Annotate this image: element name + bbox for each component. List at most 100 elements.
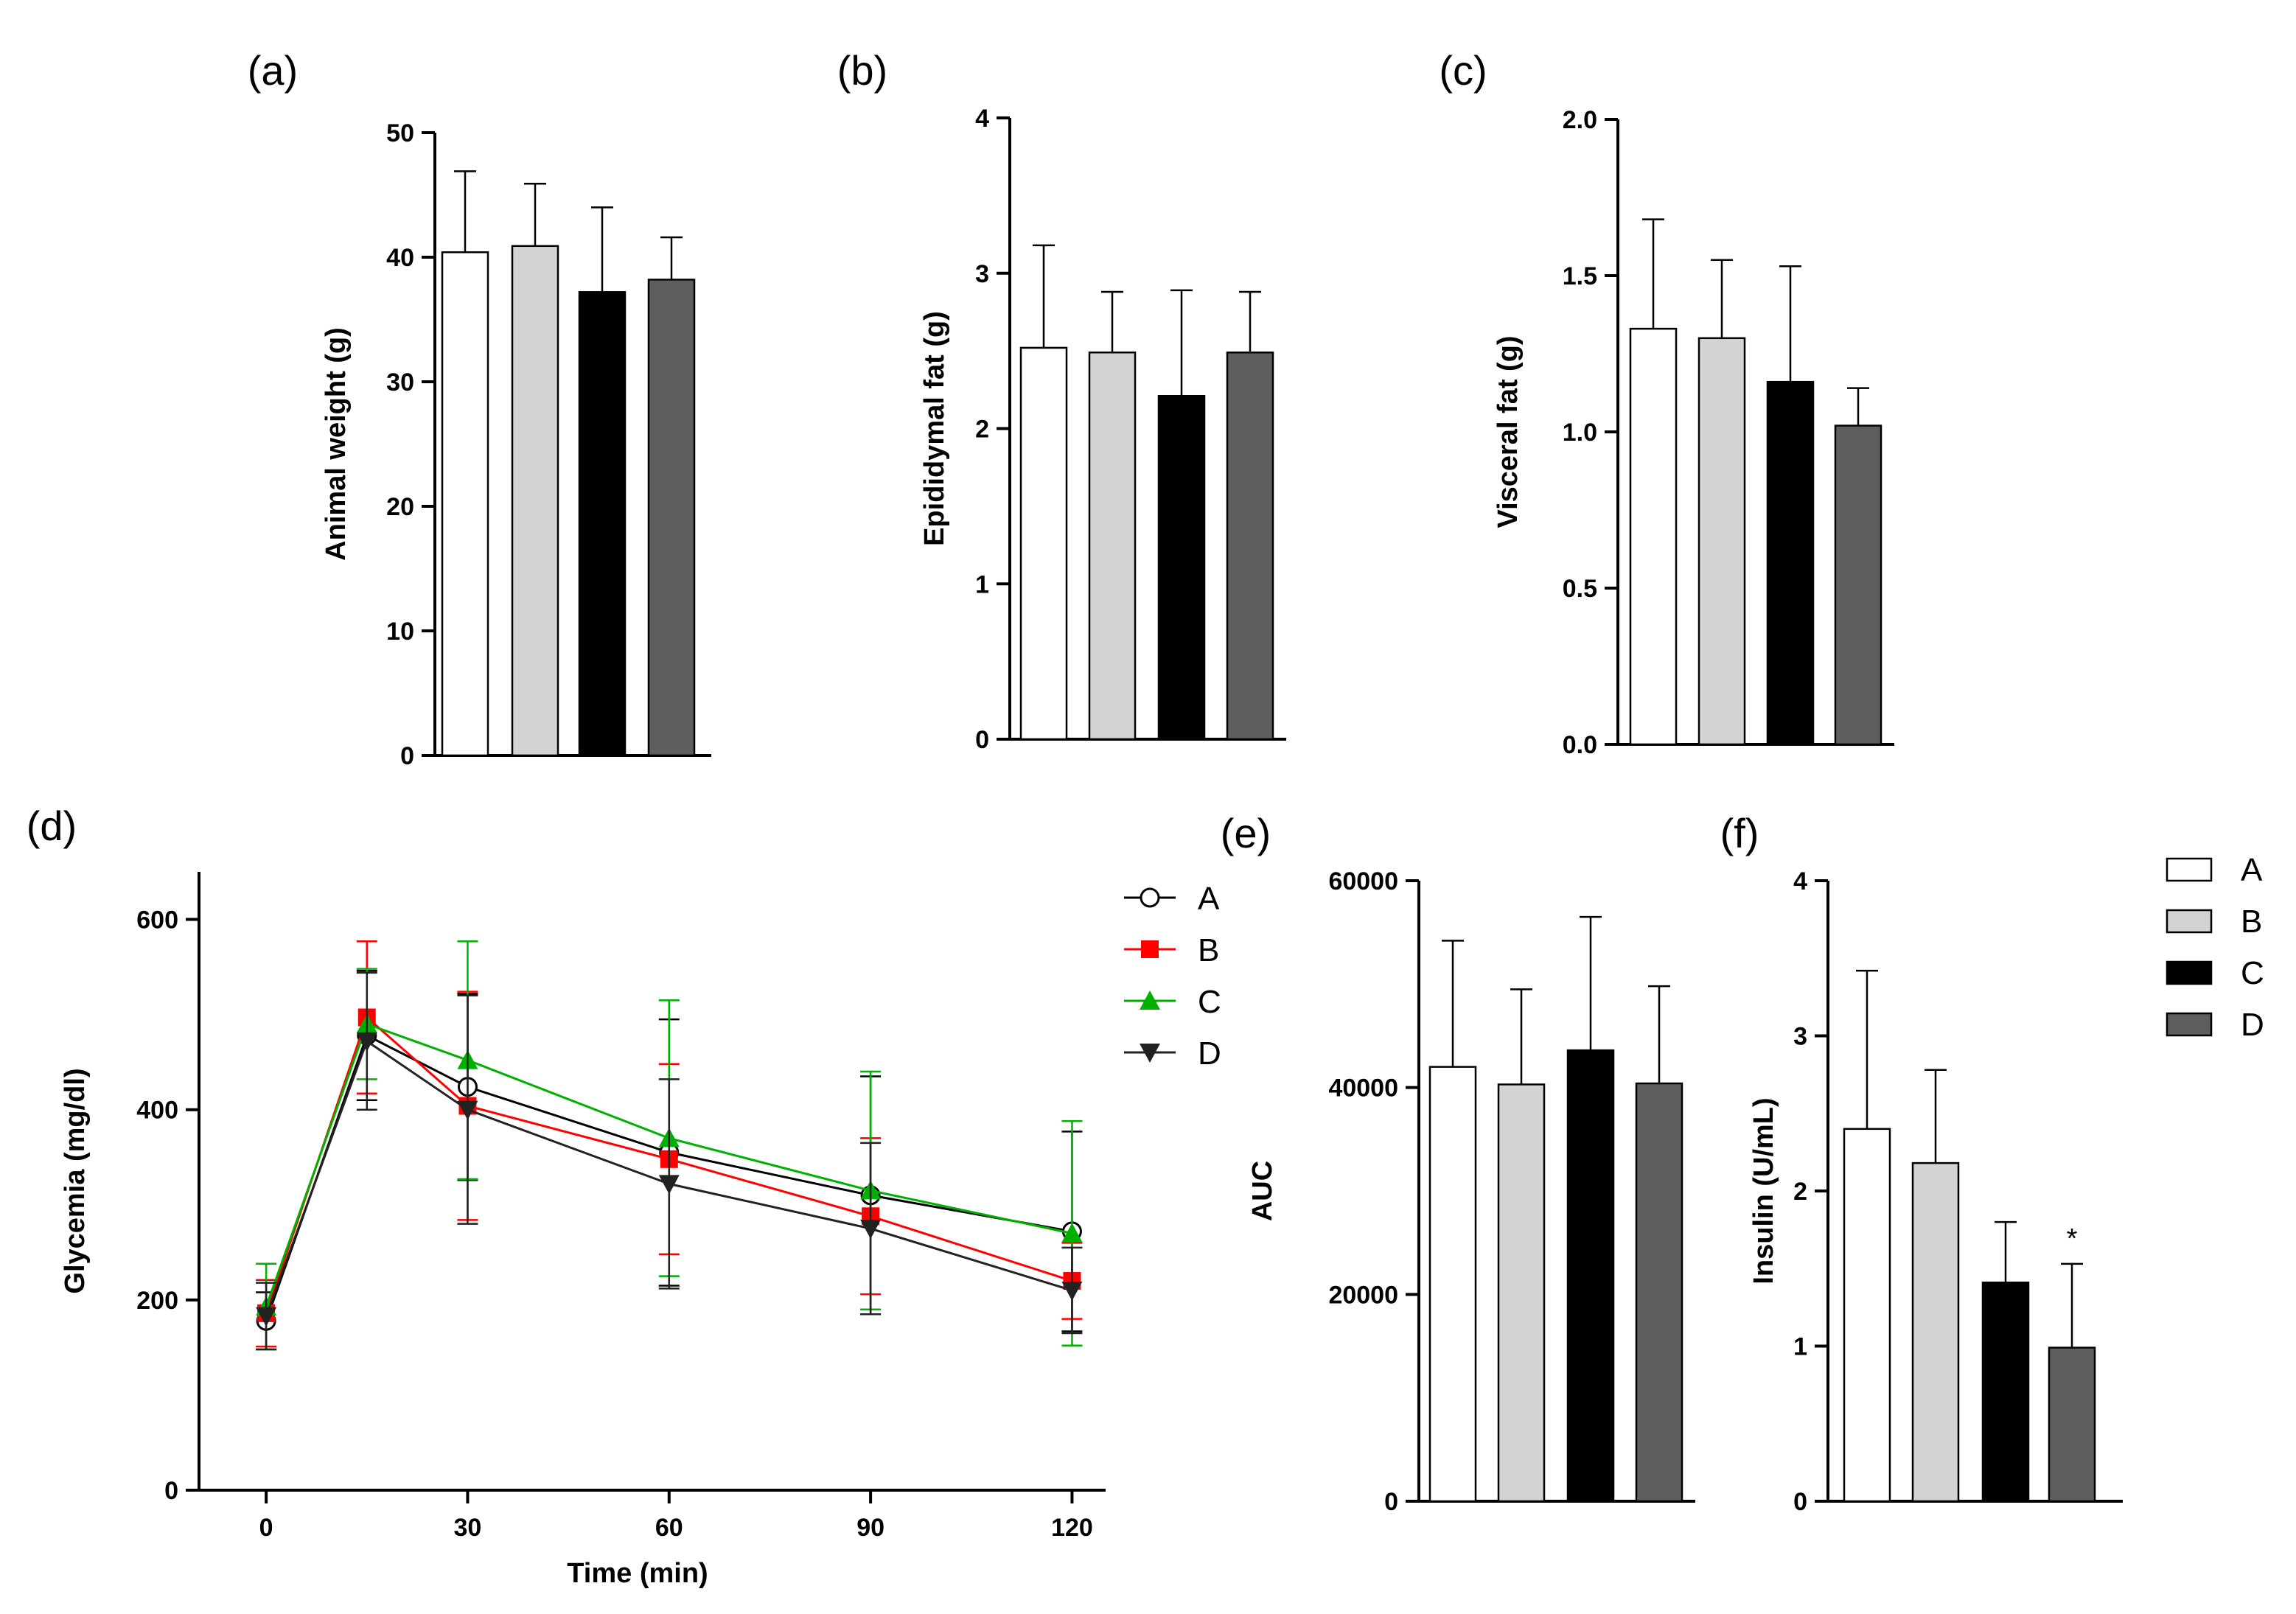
y-tick-label: 0 — [1384, 1488, 1398, 1516]
y-tick-label: 0.0 — [1563, 731, 1597, 759]
y-tick-label: 20 — [386, 493, 414, 521]
y-tick-label: 0 — [400, 742, 414, 770]
series-line — [265, 1033, 1072, 1321]
bar-C — [1157, 394, 1206, 741]
legend-label-C: C — [1198, 984, 1221, 1020]
series-line — [265, 1015, 1072, 1314]
marker-circle — [1140, 887, 1160, 908]
legend-label-C: C — [2241, 955, 2264, 991]
marker-triangle-down — [256, 1307, 277, 1327]
bar-A — [1843, 1128, 1891, 1503]
panel-e: (e) 0 20000 40000 60000 AUC — [1221, 810, 1695, 1516]
y-axis-title: Epididymal fat (g) — [919, 311, 950, 546]
marker-triangle-down — [658, 1175, 680, 1195]
bar-C — [1981, 1281, 2030, 1503]
bar-B — [1088, 351, 1137, 741]
panel-label: (f) — [1720, 810, 1759, 856]
y-tick-label: 1 — [975, 570, 989, 598]
panel-a: (a) 0 10 20 30 40 50 Animal weight (g) — [248, 47, 711, 770]
bar-B — [1497, 1083, 1546, 1503]
legend-label-D: D — [2241, 1007, 2264, 1043]
panel-label: (c) — [1439, 47, 1487, 94]
bar-B — [511, 245, 559, 757]
bar-B — [1911, 1161, 1960, 1503]
y-tick-label: 40000 — [1328, 1075, 1398, 1103]
bar-D — [2048, 1346, 2096, 1503]
y-tick-label: 600 — [136, 906, 178, 934]
y-axis-title: Visceral fat (g) — [1493, 335, 1524, 528]
legend-label-D: D — [1198, 1035, 1221, 1072]
marker-triangle-down — [1061, 1281, 1083, 1301]
panel-label: (d) — [27, 803, 77, 849]
bar-A — [1629, 327, 1678, 746]
y-axis-title: Glycemia (mg/dl) — [60, 1068, 91, 1293]
y-axis-title: AUC — [1247, 1161, 1278, 1221]
bar-A — [441, 251, 489, 757]
legend-swatch-B — [2166, 909, 2213, 934]
panel-label: (e) — [1221, 810, 1271, 856]
legend-label-B: B — [2241, 904, 2262, 940]
y-tick-label: 50 — [386, 119, 414, 147]
y-tick-label: 2.0 — [1563, 106, 1597, 134]
x-tick-label: 30 — [454, 1514, 482, 1542]
y-tick-label: 10 — [386, 618, 414, 646]
bar-A — [1428, 1066, 1477, 1503]
series-D: D — [256, 971, 1221, 1351]
legend-label-A: A — [2241, 852, 2263, 888]
panel-d: (d) 0 200 400 600 0 30 60 90 120 Glycemia (mg/dl) T… — [27, 803, 1221, 1589]
y-tick-label: 20000 — [1328, 1281, 1398, 1309]
y-tick-label: 0.5 — [1563, 575, 1597, 603]
marker-square — [1141, 940, 1159, 958]
bar-D — [1635, 1082, 1683, 1503]
y-tick-label: 2 — [1793, 1178, 1807, 1206]
x-tick-label: 120 — [1051, 1514, 1093, 1542]
bar-B — [1697, 337, 1746, 746]
panel-b: (b) 0 1 2 3 4 Epididymal fat (g) — [837, 47, 1286, 754]
y-tick-label: 0 — [164, 1477, 178, 1505]
legend-label-A: A — [1198, 881, 1220, 917]
bar-A — [1019, 346, 1068, 741]
y-tick-label: 30 — [386, 368, 414, 396]
y-tick-label: 4 — [1793, 867, 1807, 895]
bar-C — [578, 291, 627, 757]
marker-triangle-up — [1140, 991, 1160, 1010]
bar-D — [1834, 425, 1882, 746]
y-axis-title: Animal weight (g) — [321, 327, 352, 561]
bar-D — [1226, 351, 1274, 741]
series-line — [265, 1039, 1072, 1317]
y-axis-title: Insulin (U/mL) — [1748, 1097, 1779, 1284]
marker-triangle-down — [356, 1032, 377, 1052]
marker-triangle-up — [1061, 1223, 1083, 1243]
y-tick-label: 1 — [1793, 1333, 1807, 1361]
y-tick-label: 3 — [975, 260, 989, 288]
panel-c: (c) 0.0 0.5 1.0 1.5 2.0 Visceral fat (g) — [1439, 47, 1894, 759]
bar-C — [1766, 380, 1815, 746]
marker-triangle-down — [1140, 1044, 1160, 1063]
y-tick-label: 1.5 — [1563, 262, 1597, 290]
legend-label-B: B — [1198, 932, 1219, 968]
y-tick-label: 200 — [136, 1287, 178, 1315]
y-tick-label: 40 — [386, 244, 414, 272]
y-tick-label: 60000 — [1328, 867, 1398, 895]
legend-swatch-D — [2166, 1012, 2213, 1037]
y-tick-label: 400 — [136, 1097, 178, 1125]
y-tick-label: 3 — [1793, 1023, 1807, 1051]
panel-label: (b) — [837, 47, 887, 94]
panel-label: (a) — [248, 47, 298, 94]
y-tick-label: 4 — [975, 105, 989, 133]
y-tick-label: 1.0 — [1563, 419, 1597, 447]
marker-triangle-down — [860, 1220, 882, 1240]
y-tick-label: 0 — [1793, 1488, 1807, 1516]
y-tick-label: 2 — [975, 416, 989, 444]
bar-C — [1566, 1049, 1615, 1503]
legend-swatch-A — [2166, 857, 2213, 882]
significance-marker: * — [2067, 1223, 2078, 1254]
bar-D — [647, 279, 696, 757]
x-axis-title: Time (min) — [567, 1558, 708, 1589]
x-tick-label: 0 — [259, 1514, 273, 1542]
y-tick-label: 0 — [975, 726, 989, 754]
x-tick-label: 90 — [856, 1514, 884, 1542]
legend-swatch-C — [2166, 960, 2213, 985]
